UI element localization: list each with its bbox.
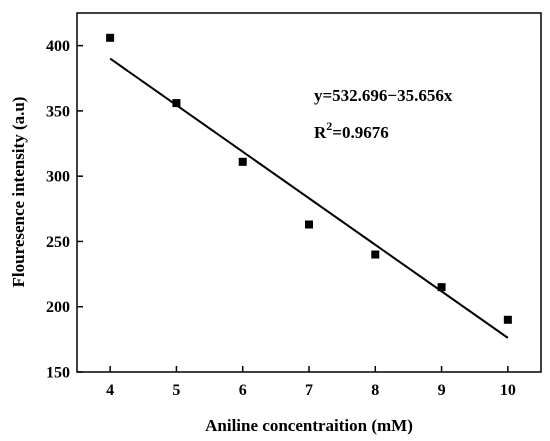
y-tick-label: 200 bbox=[46, 299, 70, 316]
x-tick-label: 7 bbox=[305, 382, 313, 399]
y-tick-label: 250 bbox=[46, 234, 70, 251]
y-axis: 150 200 250 300 350 400 bbox=[46, 38, 83, 382]
r-squared-symbol: R bbox=[314, 123, 327, 142]
x-tick-label: 9 bbox=[438, 382, 446, 399]
equation-annotation: y=532.696−35.656x bbox=[314, 86, 453, 105]
x-tick-label: 6 bbox=[239, 382, 247, 399]
y-tick-label: 300 bbox=[46, 169, 70, 186]
y-tick-label: 350 bbox=[46, 103, 70, 120]
data-point bbox=[371, 250, 380, 259]
plot-area bbox=[76, 12, 542, 373]
plot-frame bbox=[76, 12, 542, 373]
data-point bbox=[305, 220, 313, 229]
r-squared-exponent: 2 bbox=[326, 119, 332, 133]
x-axis: 4 5 6 7 8 9 10 bbox=[106, 366, 516, 399]
data-point bbox=[106, 33, 115, 42]
data-points bbox=[106, 33, 512, 324]
x-tick-label: 5 bbox=[172, 382, 180, 399]
data-point bbox=[437, 283, 446, 292]
y-axis-title: Flouresence intensity (a.u) bbox=[9, 97, 28, 288]
x-tick-label: 8 bbox=[371, 382, 379, 399]
data-point bbox=[238, 157, 247, 166]
r-squared-value: =0.9676 bbox=[332, 123, 388, 142]
y-tick-label: 150 bbox=[46, 365, 70, 382]
data-point bbox=[172, 99, 181, 108]
x-tick-label: 10 bbox=[500, 382, 516, 399]
data-point bbox=[503, 315, 512, 324]
r-squared-annotation: R2=0.9676 bbox=[314, 119, 389, 142]
y-tick-label: 400 bbox=[46, 38, 70, 55]
x-tick-label: 4 bbox=[106, 382, 114, 399]
x-axis-title: Aniline concentraition (mM) bbox=[205, 416, 413, 435]
